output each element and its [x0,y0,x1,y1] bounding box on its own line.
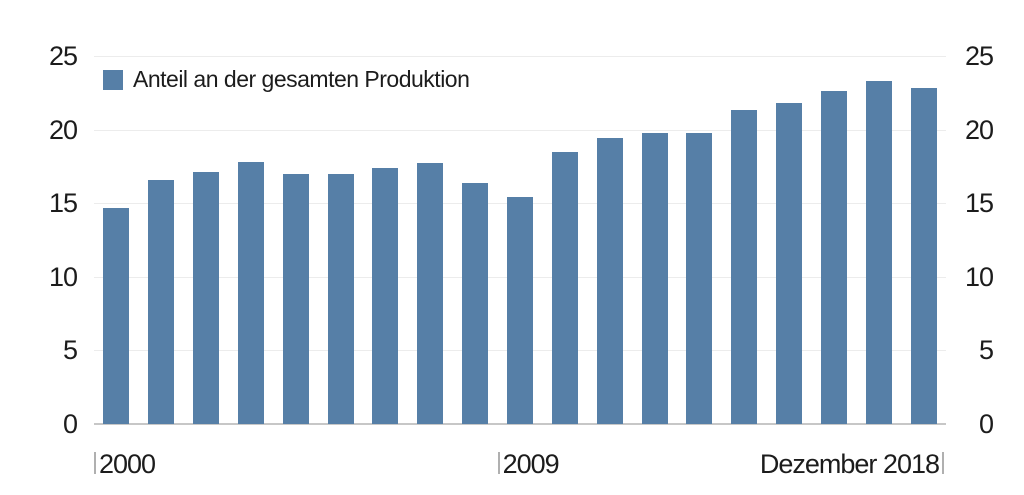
gridline-20 [94,129,946,131]
y-axis-label-right-0: 0 [978,409,994,439]
bar-2009 [507,197,533,424]
x-axis-tick-2009 [497,452,500,474]
y-axis-label-right-10: 10 [964,261,994,292]
bar-2008 [462,182,489,424]
legend-swatch-icon [103,69,123,90]
legend-label: Anteil an der gesamten Produktion [133,66,470,92]
x-axis-tick-2000 [94,452,96,474]
bar-2012 [641,132,668,424]
y-axis-label-left-5: 5 [62,335,78,366]
gridline-25 [94,56,946,57]
bar-2007 [417,163,444,424]
x-axis-label-2000: 2000 [99,449,156,479]
bar-2005 [327,173,354,424]
bar-2001 [148,179,175,424]
bar-2013 [686,132,713,424]
x-axis-label-dezember-2018: Dezember 2018 [759,449,940,479]
x-axis-label-2009: 2009 [502,449,560,479]
x-axis-baseline [94,423,946,425]
y-axis-label-left-25: 25 [48,41,78,71]
bar-2002 [193,172,220,424]
y-axis-label-left-15: 15 [48,188,78,219]
bar-2018 [910,88,937,424]
bar-2011 [596,138,623,424]
bar-2003 [237,161,264,424]
y-axis-label-left-10: 10 [48,261,78,292]
y-axis-label-left-20: 20 [48,114,78,145]
bar-2010 [551,151,578,424]
y-axis-label-right-25: 25 [964,41,994,71]
y-axis-label-left-0: 0 [62,409,78,439]
bar-2015 [776,103,803,424]
bar-2006 [372,167,399,424]
bar-2017 [865,81,892,424]
bar-2004 [282,173,309,424]
y-axis-label-right-5: 5 [978,335,994,366]
x-axis-tick-dezember-2018 [942,452,944,474]
y-axis-label-right-20: 20 [964,114,994,145]
legend: Anteil an der gesamten Produktion [103,66,470,93]
y-axis-label-right-15: 15 [964,188,994,219]
bar-2014 [731,110,758,424]
bar-2000 [103,207,130,424]
bar-2016 [820,91,847,424]
